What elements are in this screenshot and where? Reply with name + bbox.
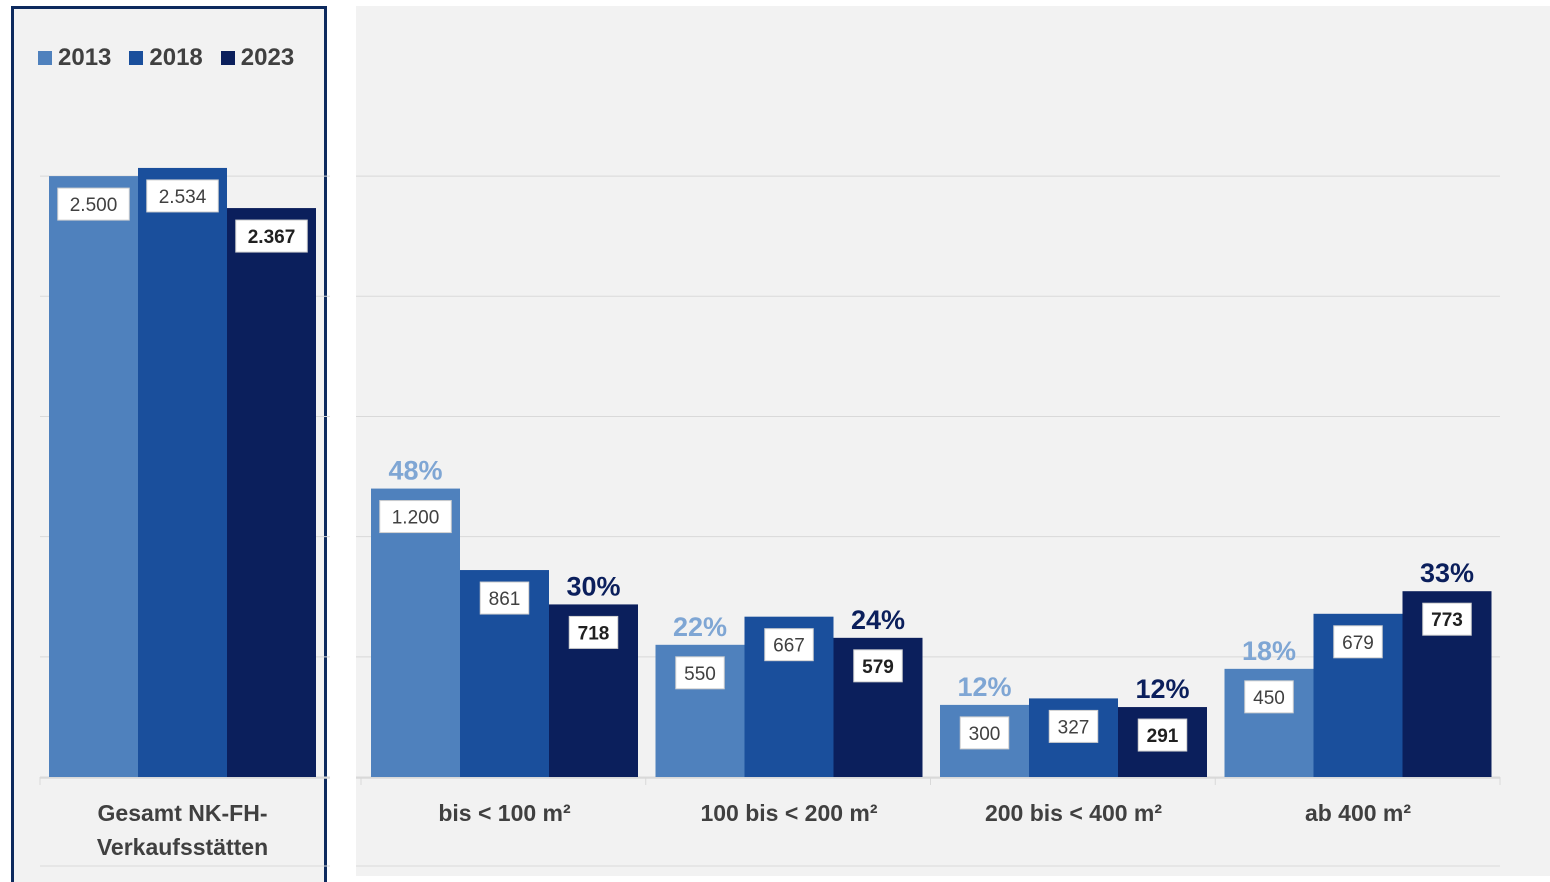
legend-item-2013: 2013 (38, 44, 111, 72)
legend-swatch-2013 (38, 51, 52, 65)
bar-2023 (227, 208, 316, 777)
legend-label-2018: 2018 (149, 44, 203, 71)
legend-swatch-2018 (129, 51, 144, 65)
bar-2013 (49, 176, 138, 777)
data-label: 2.534 (159, 187, 207, 208)
data-label: 579 (862, 657, 894, 678)
data-label: 667 (773, 636, 805, 657)
data-label-box (479, 581, 530, 615)
data-label: 300 (969, 724, 1001, 745)
legend-label-2013: 2013 (58, 44, 112, 71)
data-label: 861 (489, 589, 521, 610)
data-label-box (146, 179, 219, 213)
data-label-box (959, 716, 1010, 750)
data-label-box (764, 628, 814, 662)
bar-2013 (371, 488, 460, 777)
x-tick-label: 200 bis < 400 m² (985, 800, 1162, 826)
data-label: 550 (684, 664, 716, 685)
x-tick-label: ab 400 m² (1305, 800, 1411, 826)
legend-swatch-2023 (220, 51, 235, 65)
data-label-box (853, 649, 903, 683)
data-label: 291 (1147, 726, 1179, 747)
data-label-box (675, 656, 725, 690)
share-label-2013: 22% (673, 612, 727, 642)
data-label-box (1048, 709, 1099, 743)
legend-item-2018: 2018 (129, 44, 203, 72)
data-label: 2.367 (248, 227, 296, 248)
data-label-box (1422, 602, 1472, 636)
data-label: 327 (1058, 717, 1090, 738)
data-label: 773 (1431, 610, 1463, 631)
bar-2018 (138, 167, 227, 777)
share-label-2013: 18% (1242, 636, 1296, 666)
data-label: 450 (1253, 688, 1285, 709)
legend-label-2023: 2023 (240, 44, 295, 71)
share-label-2023: 12% (1135, 674, 1189, 704)
data-label-box (1333, 625, 1383, 659)
data-label: 1.200 (392, 508, 440, 529)
x-tick-label: bis < 100 m² (438, 800, 571, 826)
x-tick-label: Verkaufsstätten (97, 834, 268, 860)
data-label: 2.500 (70, 195, 118, 216)
share-label-2023: 30% (566, 571, 620, 601)
data-label-box (235, 219, 308, 253)
data-label: 718 (578, 623, 610, 644)
share-label-2013: 12% (957, 672, 1011, 702)
data-label-box (57, 187, 130, 221)
share-label-2023: 33% (1420, 558, 1474, 588)
x-tick-label: Gesamt NK-FH- (98, 800, 268, 826)
x-tick-label: 100 bis < 200 m² (700, 800, 877, 826)
data-label: 679 (1342, 633, 1374, 654)
data-label-box (1244, 680, 1294, 714)
data-label-box (379, 500, 452, 534)
chart-legend: 2013 2018 2023 (38, 44, 294, 72)
data-label-box (568, 615, 619, 649)
share-label-2013: 48% (388, 456, 442, 486)
share-label-2023: 24% (851, 605, 905, 635)
data-label-box (1137, 718, 1188, 752)
legend-item-2023: 2023 (220, 44, 295, 72)
